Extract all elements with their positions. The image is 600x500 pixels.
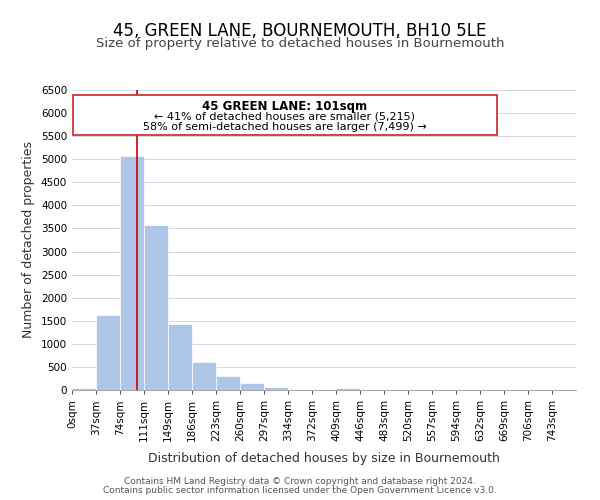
Text: 45 GREEN LANE: 101sqm: 45 GREEN LANE: 101sqm [202, 100, 367, 113]
Bar [216, 376, 240, 390]
Text: ← 41% of detached houses are smaller (5,215): ← 41% of detached houses are smaller (5,… [154, 112, 415, 122]
Bar [240, 383, 264, 390]
Y-axis label: Number of detached properties: Number of detached properties [22, 142, 35, 338]
Bar [168, 324, 192, 390]
Text: Contains public sector information licensed under the Open Government Licence v3: Contains public sector information licen… [103, 486, 497, 495]
Bar [72, 388, 96, 390]
Text: Size of property relative to detached houses in Bournemouth: Size of property relative to detached ho… [96, 38, 504, 51]
Text: 45, GREEN LANE, BOURNEMOUTH, BH10 5LE: 45, GREEN LANE, BOURNEMOUTH, BH10 5LE [113, 22, 487, 40]
Bar [336, 388, 360, 390]
Bar [144, 225, 167, 390]
Bar [96, 315, 120, 390]
Text: 58% of semi-detached houses are larger (7,499) →: 58% of semi-detached houses are larger (… [143, 122, 427, 132]
Bar [120, 156, 144, 390]
FancyBboxPatch shape [73, 94, 497, 135]
Bar [192, 362, 216, 390]
Bar [264, 386, 288, 390]
Text: Contains HM Land Registry data © Crown copyright and database right 2024.: Contains HM Land Registry data © Crown c… [124, 477, 476, 486]
X-axis label: Distribution of detached houses by size in Bournemouth: Distribution of detached houses by size … [148, 452, 500, 466]
